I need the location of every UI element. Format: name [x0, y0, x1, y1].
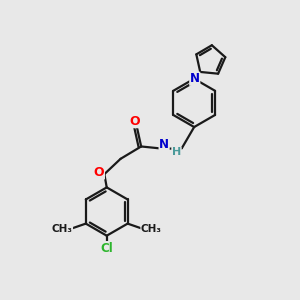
- Text: N: N: [190, 72, 200, 85]
- Text: N: N: [159, 138, 169, 151]
- Text: Cl: Cl: [100, 242, 113, 254]
- Text: H: H: [172, 147, 181, 158]
- Text: CH₃: CH₃: [141, 224, 162, 234]
- Text: O: O: [129, 115, 140, 128]
- Text: CH₃: CH₃: [52, 224, 73, 234]
- Text: O: O: [94, 166, 104, 179]
